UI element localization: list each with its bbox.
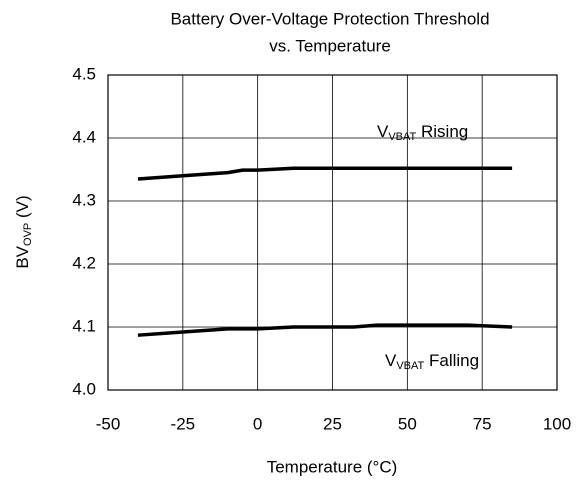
y-tick-label: 4.1 <box>72 316 96 335</box>
y-tick-label: 4.0 <box>72 379 96 398</box>
x-tick-label: 100 <box>543 414 571 433</box>
data-line <box>137 323 513 337</box>
y-axis-label-part: BV <box>13 245 32 268</box>
y-tick-label: 4.3 <box>72 190 96 209</box>
y-axis-label-part: OVP <box>22 223 34 246</box>
annotation: VVBAT Falling <box>385 351 479 371</box>
x-axis-label: Temperature (°C) <box>267 457 398 476</box>
annotation-part: V <box>377 122 389 141</box>
y-axis-label-part: (V) <box>13 195 32 222</box>
x-tick-label: 25 <box>323 414 342 433</box>
x-tick-label: -25 <box>171 414 196 433</box>
x-tick-label: 75 <box>473 414 492 433</box>
y-tick-label: 4.2 <box>72 253 96 272</box>
annotation-part: Rising <box>416 122 468 141</box>
chart-title: vs. Temperature <box>269 36 391 55</box>
y-tick-label: 4.5 <box>72 64 96 83</box>
x-tick-label: -50 <box>96 414 121 433</box>
chart-title: Battery Over-Voltage Protection Threshol… <box>170 9 489 28</box>
y-tick-label: 4.4 <box>72 127 96 146</box>
x-tick-label: 0 <box>253 414 262 433</box>
annotation-part: VBAT <box>388 131 416 143</box>
y-axis-label: BVOVP (V) <box>13 195 33 268</box>
annotation-part: V <box>385 351 397 370</box>
x-tick-label: 50 <box>398 414 417 433</box>
annotation-part: VBAT <box>396 360 424 372</box>
annotation: VVBAT Rising <box>377 122 468 142</box>
annotation-part: Falling <box>424 351 479 370</box>
plot-frame <box>107 74 558 391</box>
data-line <box>137 166 513 181</box>
